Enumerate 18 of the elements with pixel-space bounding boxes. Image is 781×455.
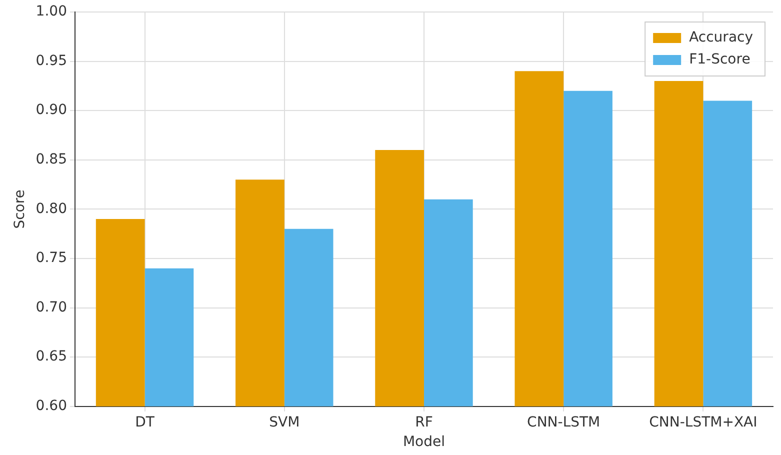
y-tick-label: 0.60: [36, 398, 67, 414]
legend-label: Accuracy: [689, 30, 754, 46]
x-tick-label: SVM: [269, 414, 300, 430]
y-tick-label: 1.00: [36, 4, 67, 20]
x-tick-label: CNN-LSTM+XAI: [649, 414, 758, 430]
x-tick-label: RF: [415, 414, 433, 430]
y-tick-label: 0.85: [36, 152, 67, 168]
y-tick-label: 0.80: [36, 200, 67, 217]
y-axis-title: Score: [12, 190, 28, 229]
x-tick-label: CNN-LSTM: [527, 414, 600, 430]
y-tick-label: 0.95: [36, 52, 67, 69]
x-axis-title: Model: [402, 434, 446, 450]
x-tick-label: DT: [135, 414, 155, 430]
y-tick-label: 0.90: [36, 102, 67, 118]
y-tick-label: 0.75: [36, 250, 67, 266]
y-tick-label: 0.65: [36, 348, 67, 365]
legend-label: F1-Score: [689, 52, 750, 68]
y-tick-label: 0.70: [36, 299, 67, 316]
